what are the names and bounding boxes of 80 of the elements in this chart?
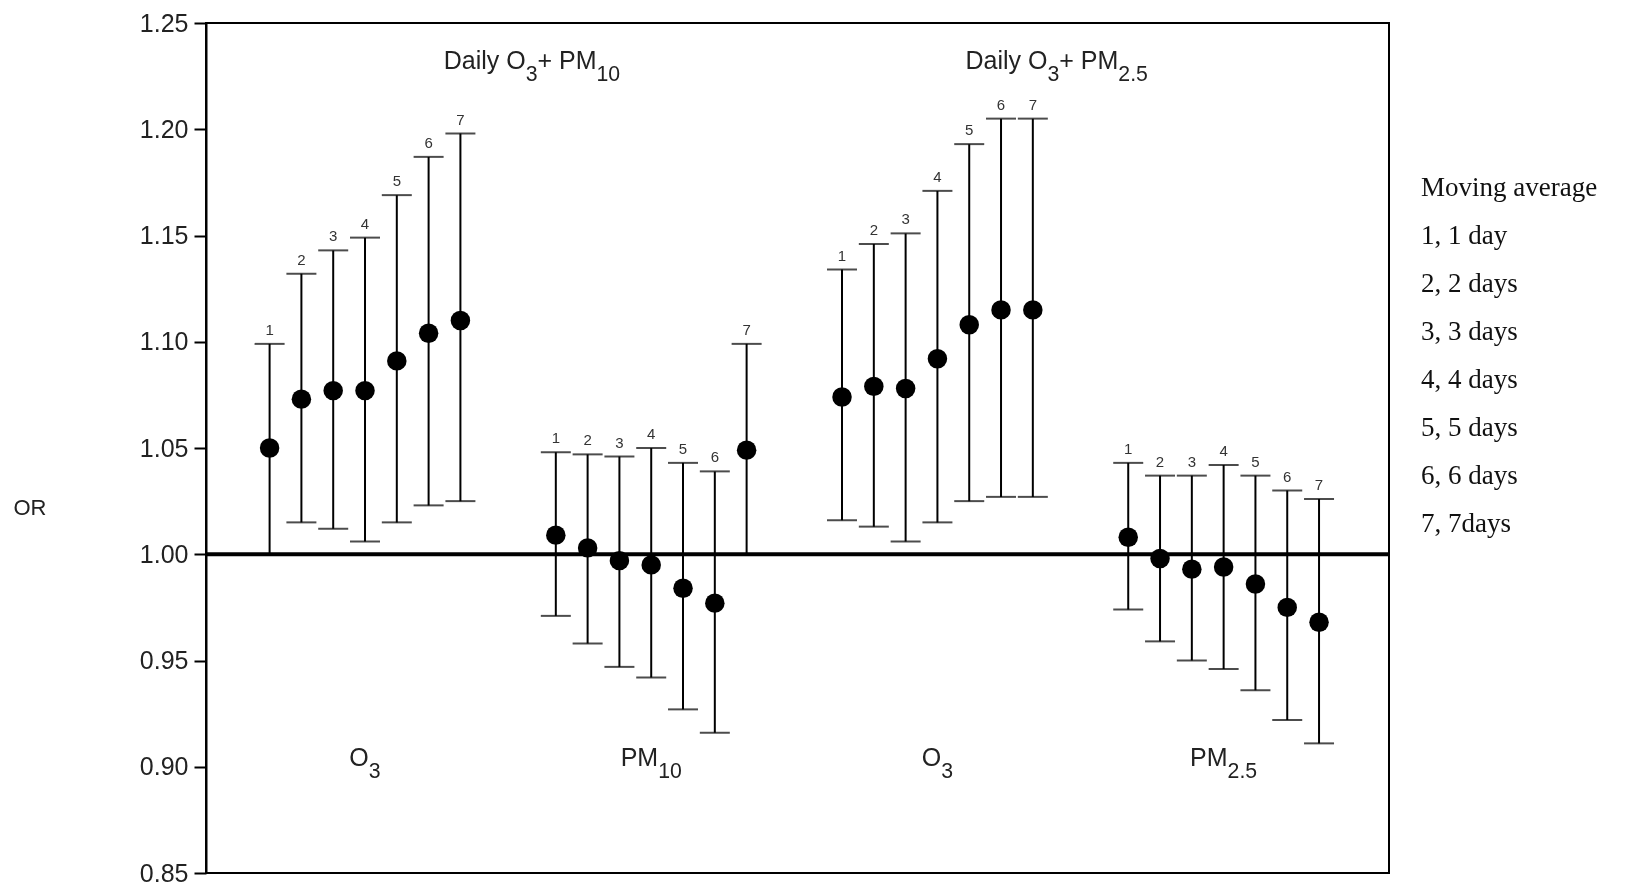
- x-tick-label: 5: [1251, 452, 1260, 470]
- annotation: O$_{3}$: [921, 743, 954, 784]
- x-tick-label: 1: [837, 246, 847, 264]
- x-tick-label: 2: [583, 431, 592, 449]
- point: [1309, 612, 1329, 632]
- x-tick-label: 3: [329, 227, 338, 245]
- y-tick-label: 1.05: [139, 433, 189, 462]
- x-tick-label: 1: [265, 320, 274, 338]
- text: Moving average: [1421, 172, 1598, 202]
- x-tick-label: 6: [1283, 467, 1292, 485]
- x-tick-label: 3: [615, 433, 624, 451]
- point: [609, 550, 630, 571]
- x-tick-label: 2: [1155, 452, 1165, 470]
- point: [705, 593, 725, 613]
- x-tick-label: 4: [360, 214, 370, 232]
- x-tick-label: 4: [933, 167, 942, 185]
- y-tick-label: 0.90: [139, 752, 189, 781]
- point: [1150, 548, 1170, 569]
- y-axis-title: OR: [13, 495, 47, 520]
- x-tick-label: 3: [901, 210, 910, 228]
- text: 7, 7days: [1421, 508, 1511, 538]
- annotation: Daily O$_{3}$+ PM$_{2.5}$: [965, 46, 1148, 87]
- x-tick-label: 7: [1314, 476, 1324, 493]
- y-tick-label: 1.15: [139, 221, 189, 249]
- point: [577, 538, 598, 558]
- y-tick-label: 1.00: [139, 539, 189, 568]
- y-tick-label: 0.95: [139, 646, 189, 674]
- annotation: Daily O$_{3}$+ PM$_{10}$: [443, 46, 621, 87]
- point: [991, 300, 1011, 320]
- point: [1182, 559, 1202, 579]
- x-tick-label: 1: [551, 429, 560, 447]
- x-tick-label: 3: [1187, 452, 1197, 470]
- x-tick-label: 7: [1028, 95, 1037, 113]
- text: 2, 2 days: [1421, 268, 1518, 298]
- x-tick-label: 5: [392, 172, 401, 190]
- point: [387, 351, 407, 371]
- x-tick-label: 6: [710, 448, 719, 466]
- x-tick-label: 7: [456, 110, 465, 128]
- y-tick-label: 1.25: [139, 8, 189, 37]
- point: [736, 440, 757, 460]
- x-tick-label: 2: [297, 250, 306, 268]
- text: 3, 3 days: [1421, 316, 1518, 346]
- x-tick-label: 4: [1219, 442, 1228, 459]
- x-tick-label: 1: [1124, 439, 1133, 457]
- annotation: PM$_{2.5}$: [1190, 743, 1258, 784]
- y-tick-label: 0.85: [139, 858, 189, 887]
- x-tick-label: 4: [647, 425, 656, 442]
- point: [450, 310, 471, 331]
- text: 6, 6 days: [1421, 460, 1518, 490]
- text: 1, 1 day: [1421, 220, 1508, 250]
- point: [927, 349, 948, 369]
- annotation: PM$_{10}$: [620, 743, 682, 784]
- point: [1245, 574, 1266, 594]
- point: [546, 525, 566, 545]
- point: [259, 438, 280, 458]
- x-tick-label: 7: [742, 320, 751, 338]
- point: [1277, 597, 1297, 618]
- point: [895, 378, 916, 399]
- x-tick-label: 2: [869, 221, 878, 238]
- point: [832, 387, 852, 407]
- text: 5, 5 days: [1421, 412, 1518, 442]
- y-tick-label: 1.10: [139, 327, 189, 356]
- annotation: O$_{3}$: [349, 743, 381, 784]
- point: [323, 380, 343, 401]
- point: [1118, 527, 1138, 547]
- point: [291, 389, 312, 409]
- x-tick-label: 5: [965, 121, 974, 139]
- text: 4, 4 days: [1421, 364, 1518, 394]
- point: [1213, 557, 1234, 577]
- point: [959, 315, 979, 335]
- point: [418, 323, 439, 343]
- point: [673, 578, 693, 598]
- x-tick-label: 5: [678, 439, 688, 457]
- point: [355, 380, 375, 401]
- point: [864, 376, 884, 397]
- x-tick-label: 6: [424, 133, 433, 151]
- y-tick-label: 1.20: [139, 114, 189, 143]
- point: [1023, 300, 1043, 320]
- x-tick-label: 6: [996, 95, 1006, 113]
- point: [641, 555, 661, 575]
